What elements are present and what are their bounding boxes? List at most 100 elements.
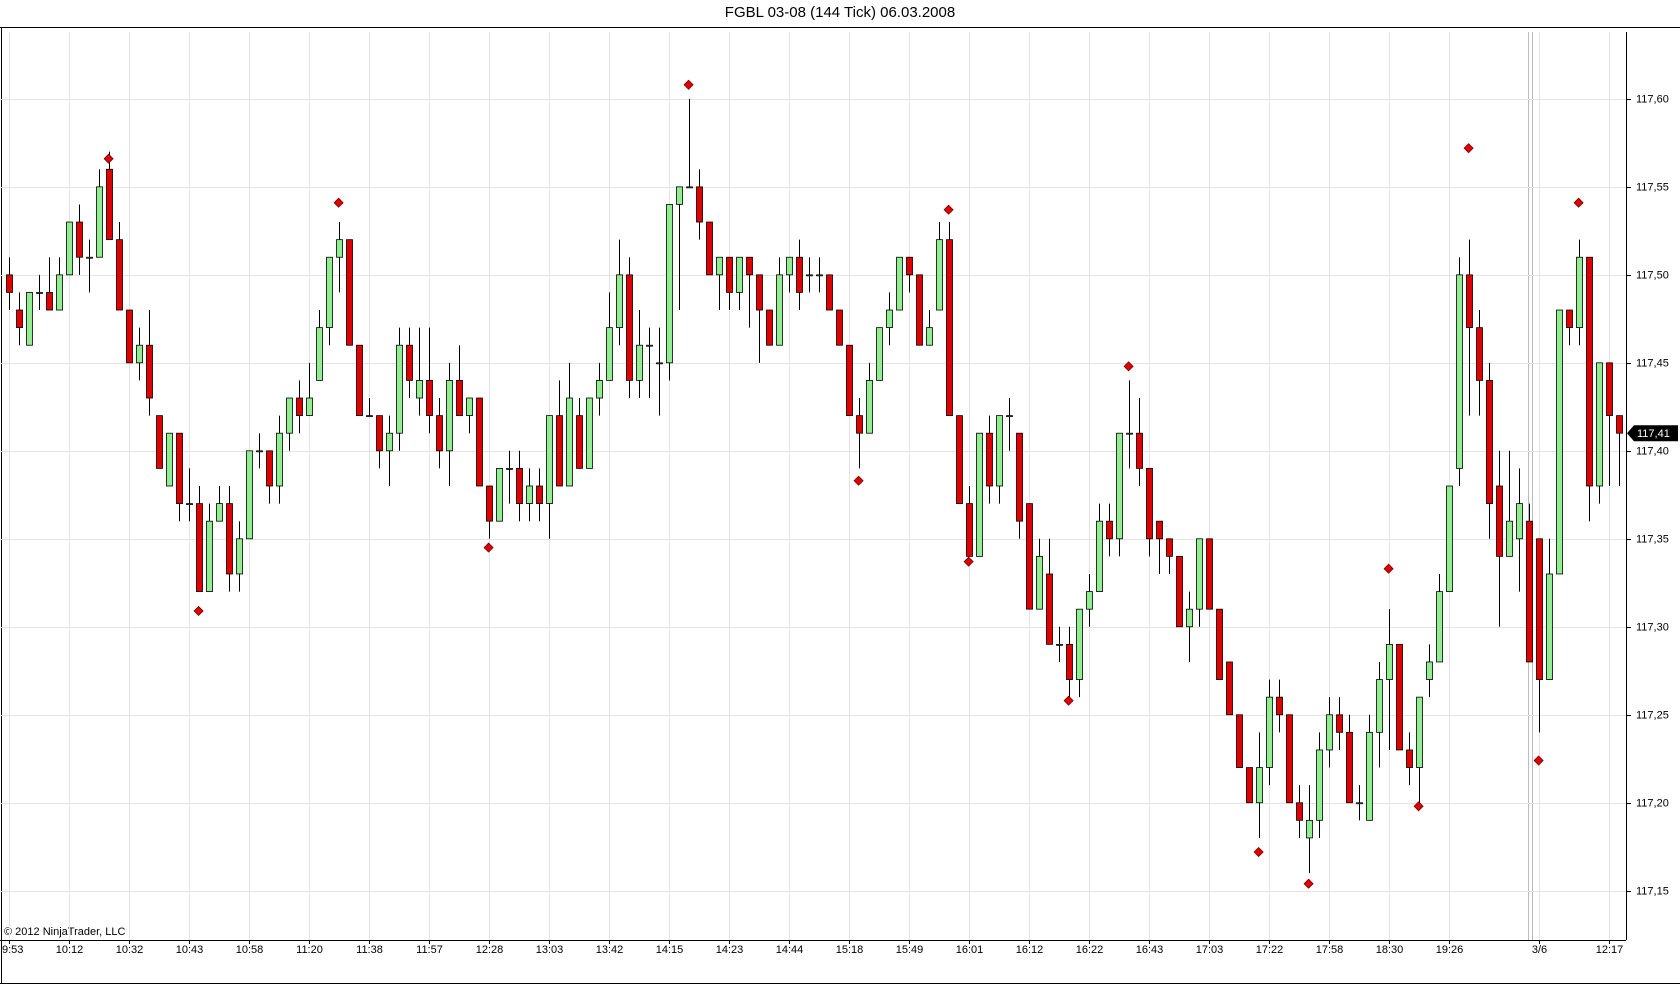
candle	[1016, 432, 1023, 539]
candle-body	[766, 309, 773, 346]
candle	[126, 309, 133, 364]
candle	[256, 433, 263, 469]
candle-body	[1066, 643, 1073, 680]
candle	[1286, 714, 1293, 804]
candle	[1506, 450, 1513, 557]
candle	[786, 256, 793, 293]
candle	[606, 292, 613, 381]
swing-marker	[483, 542, 494, 553]
candle-body	[1326, 714, 1333, 751]
candle	[1356, 785, 1363, 821]
candle	[676, 186, 683, 311]
candle-body	[346, 239, 353, 346]
y-tick-label: 117,25	[1636, 709, 1669, 721]
candle-body	[906, 256, 913, 276]
candle-body	[1006, 415, 1013, 418]
candle	[836, 309, 843, 346]
candle	[226, 486, 233, 592]
y-tick-label: 117,55	[1636, 181, 1669, 193]
candle-body	[736, 256, 743, 293]
candle	[106, 151, 113, 241]
candle-body	[416, 380, 423, 399]
candle-body	[6, 274, 13, 293]
candle	[346, 239, 353, 346]
candle-body	[756, 274, 763, 311]
candle	[266, 450, 273, 504]
candle	[936, 222, 943, 311]
candle	[1496, 450, 1503, 627]
x-tick-label: 14:23	[716, 944, 744, 956]
candle-body	[1196, 538, 1203, 610]
candle-body	[796, 256, 803, 293]
candle-body	[1336, 714, 1343, 733]
candle-body	[196, 503, 203, 592]
x-tick-label: 10:58	[236, 944, 264, 956]
candle-body	[1516, 503, 1523, 540]
candle-body	[656, 362, 663, 365]
candle	[26, 292, 33, 346]
candle-body	[1436, 591, 1443, 663]
candle-body	[896, 256, 903, 311]
candle	[1596, 362, 1603, 504]
candle	[576, 398, 583, 469]
candle-body	[776, 274, 783, 346]
candle	[536, 468, 543, 522]
candle-body	[1206, 538, 1213, 610]
candle	[1526, 503, 1533, 663]
candle-body	[1586, 256, 1593, 487]
candle	[866, 362, 873, 434]
candle	[1256, 732, 1263, 838]
x-tick-label: 16:01	[956, 944, 984, 956]
candle-body	[726, 256, 733, 293]
candle	[36, 274, 43, 311]
candle	[846, 344, 853, 417]
candle	[896, 256, 903, 311]
candle-body	[886, 309, 893, 329]
candle-body	[206, 520, 213, 592]
y-tick-label: 117,30	[1636, 621, 1669, 633]
candle-body	[456, 380, 463, 417]
chart-title: FGBL 03-08 (144 Tick) 06.03.2008	[725, 4, 955, 21]
candle	[1106, 503, 1113, 557]
candle-body	[1456, 274, 1463, 469]
candle-body	[616, 274, 623, 329]
candle	[666, 204, 673, 381]
swing-marker	[103, 153, 114, 164]
candle	[1326, 697, 1333, 768]
candle	[1156, 520, 1163, 574]
x-tick-label: 12:17	[1596, 944, 1624, 956]
candle-body	[476, 397, 483, 487]
candle	[236, 521, 243, 592]
candle	[726, 256, 733, 311]
candle	[246, 450, 253, 540]
candle	[6, 257, 13, 311]
candle	[976, 432, 983, 557]
candle-body	[1476, 327, 1483, 381]
candle-body	[976, 432, 983, 557]
candle-body	[1486, 380, 1493, 504]
candle-body	[966, 503, 973, 557]
candle-body	[686, 186, 693, 189]
candle-body	[106, 168, 113, 241]
candle	[776, 257, 783, 346]
candle-body	[306, 397, 313, 417]
candle	[1206, 538, 1213, 610]
candle-body	[1416, 696, 1423, 768]
candle-body	[1596, 362, 1603, 487]
candle	[1556, 309, 1563, 575]
candle	[586, 397, 593, 469]
candle	[16, 292, 23, 346]
candle	[1576, 239, 1583, 346]
candle-body	[1566, 309, 1573, 329]
swing-marker	[1463, 143, 1474, 154]
x-tick-label: 19:26	[1436, 944, 1464, 956]
candle	[886, 292, 893, 346]
candle	[626, 257, 633, 399]
candle-body	[216, 503, 223, 522]
copyright: © 2012 NinjaTrader, LLC	[4, 926, 125, 938]
candle	[1446, 485, 1453, 592]
candle	[186, 468, 193, 522]
candle	[1086, 573, 1093, 627]
candle	[826, 274, 833, 311]
